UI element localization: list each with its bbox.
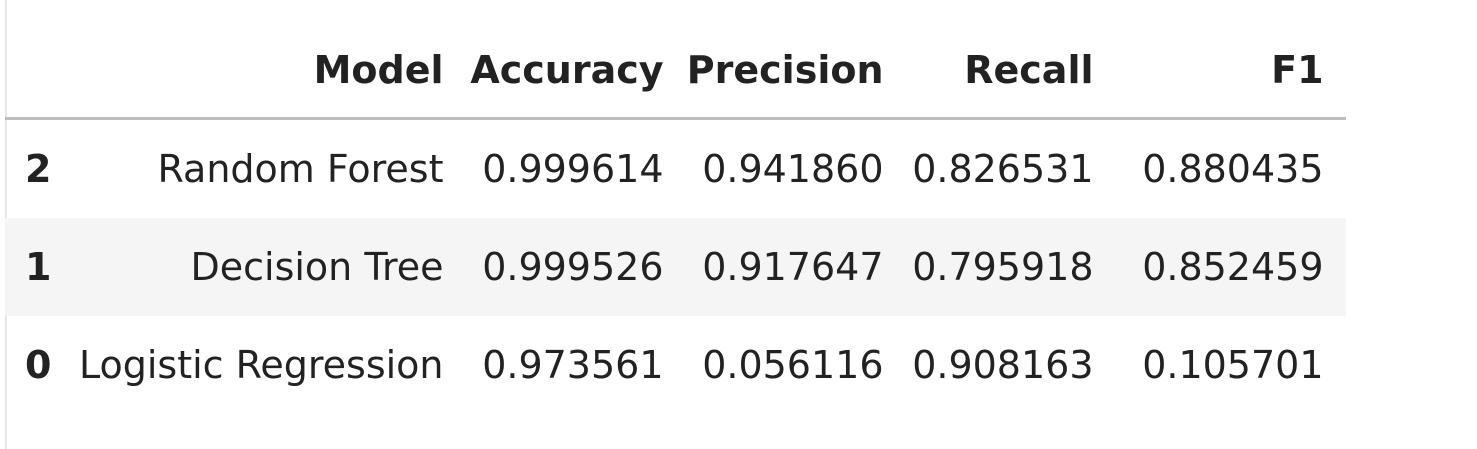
cell-model: Logistic Regression (79, 343, 444, 387)
header-accuracy: Accuracy (465, 22, 686, 120)
header-precision: Precision (685, 22, 906, 120)
header-model: Model (79, 22, 466, 120)
table-row: 1 Decision Tree 0.999526 0.917647 0.7959… (5, 218, 1346, 316)
cell-precision: 0.056116 (702, 343, 884, 387)
cell-accuracy: 0.999614 (482, 147, 664, 191)
table-row: 2 Random Forest 0.999614 0.941860 0.8265… (5, 119, 1346, 219)
dataframe-table: Model Accuracy Precision Recall F1 2 Ran… (5, 22, 1346, 414)
cell-model: Decision Tree (190, 245, 444, 289)
row-index: 2 (25, 147, 52, 191)
header-recall: Recall (905, 22, 1116, 120)
cell-accuracy: 0.973561 (482, 343, 664, 387)
table-row: 0 Logistic Regression 0.973561 0.056116 … (5, 316, 1346, 414)
cell-precision: 0.917647 (702, 245, 884, 289)
header-row: Model Accuracy Precision Recall F1 (5, 22, 1346, 120)
index-header (5, 22, 79, 120)
cell-f1: 0.852459 (1142, 245, 1324, 289)
header-f1: F1 (1115, 22, 1346, 120)
row-index: 0 (25, 343, 52, 387)
cell-precision: 0.941860 (702, 147, 884, 191)
cell-accuracy: 0.999526 (482, 245, 664, 289)
cell-f1: 0.105701 (1142, 343, 1324, 387)
cell-f1: 0.880435 (1142, 147, 1324, 191)
cell-model: Random Forest (157, 147, 444, 191)
cell-recall: 0.795918 (912, 245, 1094, 289)
output-left-border (5, 0, 7, 449)
cell-recall: 0.908163 (912, 343, 1094, 387)
row-index: 1 (25, 245, 52, 289)
cell-recall: 0.826531 (912, 147, 1094, 191)
